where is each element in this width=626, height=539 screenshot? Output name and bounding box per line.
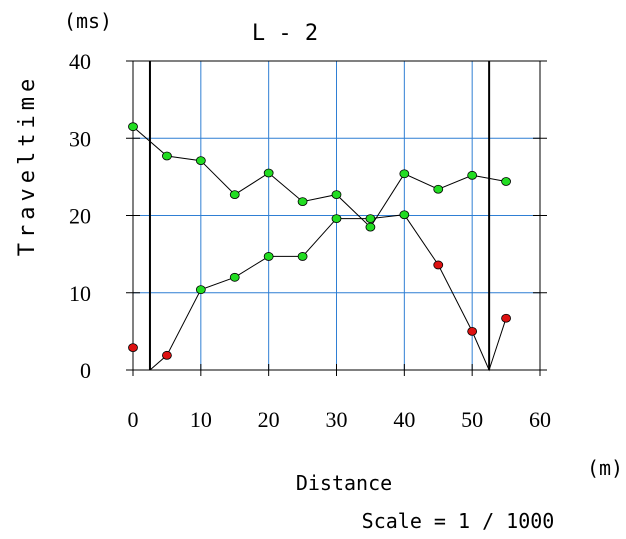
green-point	[195, 156, 206, 166]
scale-note: Scale = 1 / 1000	[362, 509, 555, 533]
x-tick-label: 60	[529, 407, 551, 432]
red-point	[128, 343, 138, 352]
green-point	[467, 170, 478, 180]
green-point	[297, 197, 308, 206]
red-point	[467, 326, 478, 336]
green-point	[433, 184, 444, 194]
x-unit-label: (m)	[587, 456, 623, 480]
green-point	[331, 190, 342, 200]
data-markers	[128, 122, 511, 360]
green-point	[229, 190, 240, 200]
red-point	[501, 313, 511, 323]
green-point	[331, 214, 342, 223]
source-lines	[148, 61, 491, 370]
y-tick-label: 20	[69, 204, 91, 229]
x-tick-label: 10	[190, 407, 212, 432]
plot-frame	[132, 60, 541, 371]
y-tick-label: 40	[69, 49, 91, 74]
green-point	[365, 214, 376, 223]
green-point	[297, 252, 308, 261]
green-point	[399, 210, 410, 220]
y-tick-label: 10	[69, 281, 91, 306]
y-axis-label: Traveltime	[15, 74, 40, 256]
green-point	[365, 222, 376, 232]
y-unit-label: (ms)	[64, 9, 112, 33]
red-point	[433, 260, 444, 270]
tick-labels: 0 10 20 30 40 50 60 0 10 20 30 40	[69, 49, 551, 432]
green-point	[229, 272, 240, 282]
green-point	[399, 169, 410, 179]
x-tick-label: 40	[393, 407, 415, 432]
green-point	[128, 122, 138, 132]
green-point	[263, 252, 274, 261]
x-tick-label: 0	[128, 407, 139, 432]
x-tick-label: 30	[326, 407, 348, 432]
chart-title: L - 2	[252, 21, 318, 46]
x-axis-label: Distance	[296, 471, 392, 495]
y-tick-label: 0	[80, 358, 91, 383]
green-point	[195, 285, 206, 295]
green-point	[501, 177, 511, 186]
series-lines	[132, 126, 507, 372]
red-point	[162, 350, 172, 360]
green-point	[263, 168, 274, 178]
y-tick-label: 30	[69, 126, 91, 151]
series-line	[132, 126, 507, 228]
x-tick-label: 50	[461, 407, 483, 432]
green-point	[162, 151, 172, 161]
x-tick-label: 20	[258, 407, 280, 432]
